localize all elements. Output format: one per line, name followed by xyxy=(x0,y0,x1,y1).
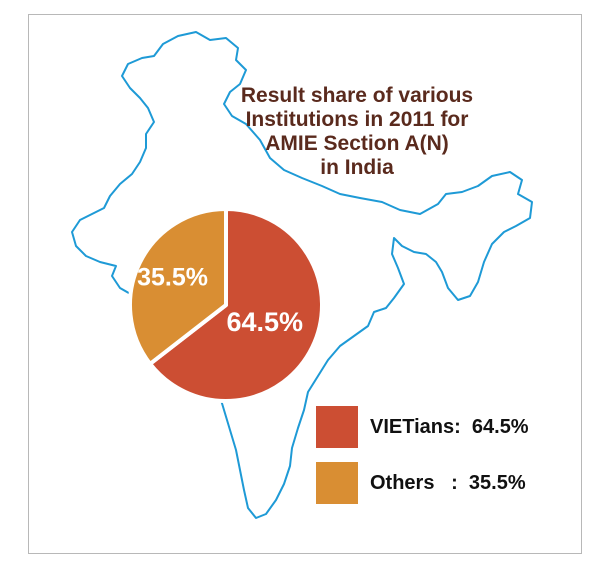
legend-label-vietians: VIETians: 64.5% xyxy=(370,415,529,438)
title-line-1: Result share of various xyxy=(240,84,474,107)
chart-title: Result share of various Institutions in … xyxy=(232,84,482,180)
legend-item-others: Others : 35.5% xyxy=(316,462,529,504)
legend: VIETians: 64.5% Others : 35.5% xyxy=(316,406,529,518)
india-map-outline xyxy=(71,31,533,519)
pie-slice-others xyxy=(128,207,228,366)
title-line-2: Institutions in 2011 for xyxy=(245,108,469,131)
pie-label-others: 35.5% xyxy=(137,263,208,291)
title-line-4: in India xyxy=(320,156,394,179)
legend-swatch-others xyxy=(316,462,358,504)
pie-slice-vietians xyxy=(148,207,324,403)
legend-item-vietians: VIETians: 64.5% xyxy=(316,406,529,448)
legend-swatch-vietians xyxy=(316,406,358,448)
pie-label-vietians: 64.5% xyxy=(227,307,304,337)
legend-label-others: Others : 35.5% xyxy=(370,471,526,494)
chart-frame xyxy=(28,14,582,554)
pie-chart: 64.5% 35.5% xyxy=(128,207,324,403)
title-line-3: AMIE Section A(N) xyxy=(265,132,449,155)
